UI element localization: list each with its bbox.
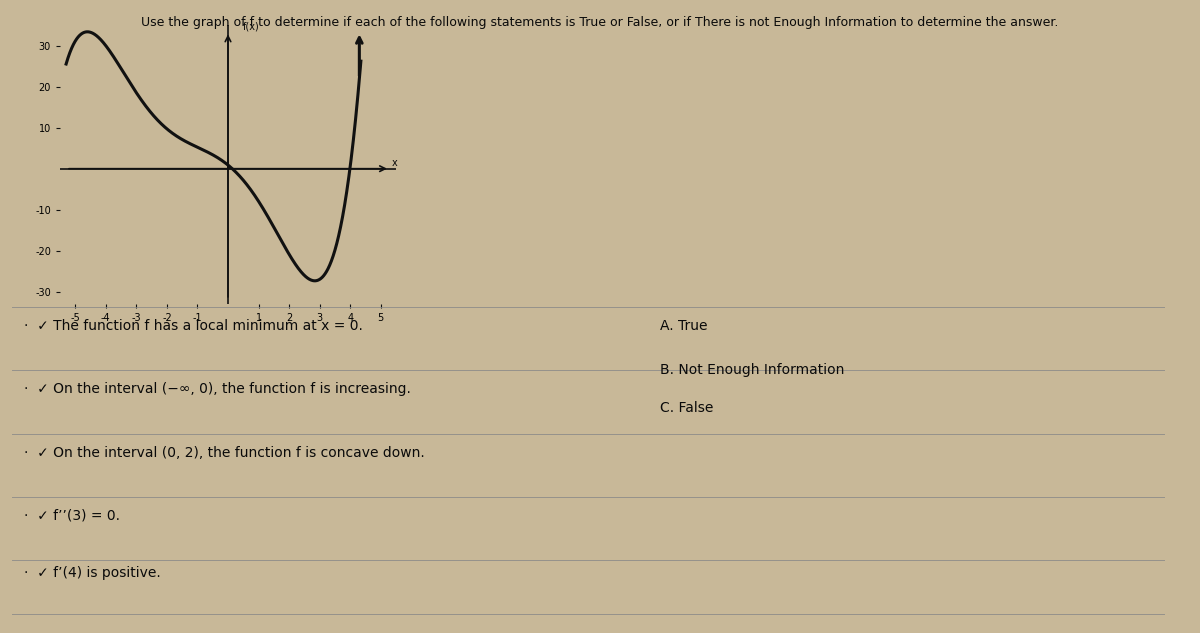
Text: Use the graph of f to determine if each of the following statements is True or F: Use the graph of f to determine if each …	[142, 16, 1058, 29]
Text: C. False: C. False	[660, 401, 713, 415]
Text: ·  ✓ On the interval (0, 2), the function f is concave down.: · ✓ On the interval (0, 2), the function…	[24, 446, 425, 460]
Text: ·  ✓ The function f has a local minimum at x = 0.: · ✓ The function f has a local minimum a…	[24, 319, 362, 333]
Text: ·  ✓ f’(4) is positive.: · ✓ f’(4) is positive.	[24, 566, 161, 580]
Text: A. True: A. True	[660, 319, 708, 333]
Text: ·  ✓ On the interval (−∞, 0), the function f is increasing.: · ✓ On the interval (−∞, 0), the functio…	[24, 382, 410, 396]
Text: B. Not Enough Information: B. Not Enough Information	[660, 363, 845, 377]
Text: ·  ✓ f’’(3) = 0.: · ✓ f’’(3) = 0.	[24, 509, 120, 523]
Text: f(x): f(x)	[244, 22, 260, 32]
Text: x: x	[391, 158, 397, 168]
